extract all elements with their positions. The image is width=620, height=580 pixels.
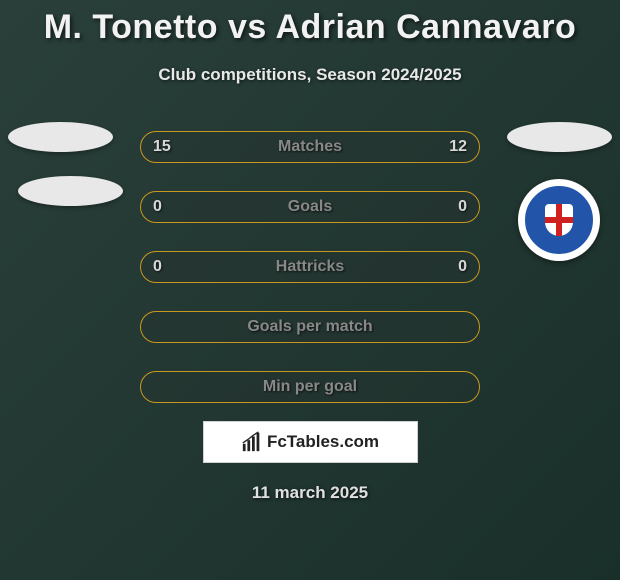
badge-shield	[545, 204, 573, 236]
player-avatar-left-1	[8, 122, 113, 152]
stat-row-min-per-goal: Min per goal	[140, 371, 480, 403]
subtitle: Club competitions, Season 2024/2025	[0, 65, 620, 85]
badge-ring	[525, 186, 593, 254]
stat-left-value: 15	[153, 138, 183, 156]
badge-cross-horizontal	[545, 217, 573, 223]
stats-container: 15 Matches 12 0 Goals 0 0 Hattricks 0 Go…	[0, 131, 620, 403]
chart-icon	[241, 431, 263, 453]
stat-label: Hattricks	[276, 258, 344, 276]
stat-label: Min per goal	[153, 378, 467, 396]
date-text: 11 march 2025	[0, 483, 620, 503]
stat-right-value: 0	[437, 198, 467, 216]
stat-row-hattricks: 0 Hattricks 0	[140, 251, 480, 283]
stat-left-value: 0	[153, 198, 183, 216]
player-avatar-right-1	[507, 122, 612, 152]
stat-label: Goals per match	[153, 318, 467, 336]
club-badge	[518, 179, 600, 261]
page-title: M. Tonetto vs Adrian Cannavaro	[0, 0, 620, 47]
stat-row-goals: 0 Goals 0	[140, 191, 480, 223]
brand-text: FcTables.com	[267, 432, 379, 452]
stat-left-value: 0	[153, 258, 183, 276]
stat-row-goals-per-match: Goals per match	[140, 311, 480, 343]
stat-right-value: 0	[437, 258, 467, 276]
brand-box[interactable]: FcTables.com	[203, 421, 418, 463]
stat-label: Goals	[288, 198, 332, 216]
stat-row-matches: 15 Matches 12	[140, 131, 480, 163]
player-avatar-left-2	[18, 176, 123, 206]
stat-right-value: 12	[437, 138, 467, 156]
stat-label: Matches	[278, 138, 342, 156]
